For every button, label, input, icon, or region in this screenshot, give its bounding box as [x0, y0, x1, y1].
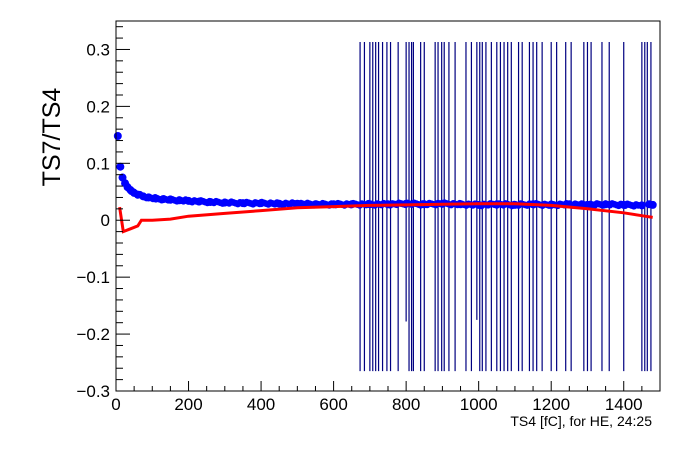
data-point	[206, 198, 215, 207]
data-point	[601, 200, 610, 209]
data-point	[116, 162, 125, 171]
data-point	[184, 196, 193, 205]
data-point	[144, 193, 153, 202]
data-point	[293, 199, 302, 208]
data-point	[220, 198, 229, 207]
data-point	[175, 196, 184, 205]
y-tick-label: −0.2	[76, 325, 110, 344]
y-tick-label: 0.1	[86, 154, 110, 173]
data-point	[166, 195, 175, 204]
y-tick-label: 0.3	[86, 40, 110, 59]
x-tick-label: 1400	[605, 395, 643, 414]
x-tick-label: 200	[174, 395, 202, 414]
data-points-layer	[113, 131, 657, 210]
x-tick-label: 0	[111, 395, 120, 414]
x-tick-label: 600	[319, 395, 347, 414]
data-point	[113, 131, 122, 140]
x-tick-label: 400	[247, 395, 275, 414]
y-tick-label: 0	[101, 211, 110, 230]
y-tick-label: −0.3	[76, 382, 110, 401]
x-tick-label: 1200	[532, 395, 570, 414]
y-tick-label: 0.2	[86, 97, 110, 116]
data-point	[151, 194, 160, 203]
x-axis-title: TS4 [fC], for HE, 24:25	[510, 413, 652, 429]
x-tick-label: 1000	[460, 395, 498, 414]
fit-line	[118, 202, 653, 234]
y-axis-title: TS7/TS4	[38, 88, 66, 187]
fit-line-layer	[118, 202, 653, 234]
data-point	[275, 199, 284, 208]
data-point	[257, 199, 266, 208]
axes-layer: 0 200 400 600 800 1000 1200 1400 −0.3 −0.2 −0.1 0 0.…	[76, 26, 661, 414]
data-point	[195, 197, 204, 206]
y-tick-label: −0.1	[76, 268, 110, 287]
data-point	[159, 195, 168, 204]
data-point	[238, 199, 247, 208]
data-point	[619, 200, 628, 209]
x-tick-label: 800	[392, 395, 420, 414]
data-point	[583, 200, 592, 209]
data-point	[648, 200, 657, 209]
data-point	[637, 201, 646, 210]
